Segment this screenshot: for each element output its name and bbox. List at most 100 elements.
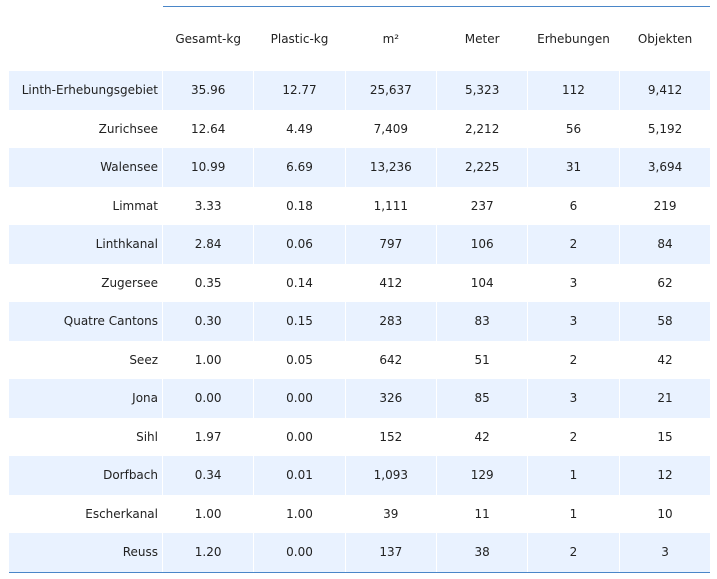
row-label: Zurichsee bbox=[8, 109, 163, 148]
column-header: Plastic-kg bbox=[253, 6, 346, 71]
table-cell: 0.34 bbox=[161, 456, 254, 495]
column-header: m² bbox=[344, 6, 437, 71]
table-cell: 12.64 bbox=[161, 109, 254, 148]
table-cell: 2,225 bbox=[435, 148, 528, 187]
column-header: Objekten bbox=[618, 6, 711, 71]
table-cell: 6 bbox=[527, 186, 620, 225]
table-cell: 42 bbox=[435, 417, 528, 456]
table-cell: 1,093 bbox=[344, 456, 437, 495]
survey-summary-table: Gesamt-kg Plastic-kg m² Meter Erhebungen Obje… bbox=[8, 6, 711, 573]
table-cell: 2 bbox=[527, 533, 620, 573]
table-cell: 3,694 bbox=[618, 148, 711, 187]
header-corner bbox=[8, 6, 163, 71]
table-cell: 642 bbox=[344, 340, 437, 379]
table-cell: 1.00 bbox=[253, 494, 346, 533]
table-cell: 3 bbox=[527, 379, 620, 418]
row-label: Dorfbach bbox=[8, 456, 163, 495]
table-cell: 1 bbox=[527, 494, 620, 533]
table-cell: 9,412 bbox=[618, 71, 711, 110]
table-cell: 13,236 bbox=[344, 148, 437, 187]
table-cell: 62 bbox=[618, 263, 711, 302]
table-row: Sihl 1.97 0.00 152 42 2 15 bbox=[8, 417, 711, 456]
table-cell: 38 bbox=[435, 533, 528, 573]
table-cell: 10 bbox=[618, 494, 711, 533]
table-row: Jona 0.00 0.00 326 85 3 21 bbox=[8, 379, 711, 418]
table-cell: 1.00 bbox=[161, 340, 254, 379]
table-cell: 0.00 bbox=[253, 417, 346, 456]
table-cell: 56 bbox=[527, 109, 620, 148]
table-row: Linth-Erhebungsgebiet 35.96 12.77 25,637 5,3… bbox=[8, 71, 711, 110]
table-cell: 283 bbox=[344, 302, 437, 341]
table-cell: 112 bbox=[527, 71, 620, 110]
table-cell: 39 bbox=[344, 494, 437, 533]
table-cell: 152 bbox=[344, 417, 437, 456]
table-cell: 0.14 bbox=[253, 263, 346, 302]
table-cell: 35.96 bbox=[161, 71, 254, 110]
table-cell: 84 bbox=[618, 225, 711, 264]
table-cell: 2 bbox=[527, 225, 620, 264]
table-row: Linthkanal 2.84 0.06 797 106 2 84 bbox=[8, 225, 711, 264]
table-cell: 0.00 bbox=[253, 533, 346, 573]
table-cell: 0.00 bbox=[161, 379, 254, 418]
row-label: Reuss bbox=[8, 533, 163, 573]
table-cell: 3 bbox=[527, 263, 620, 302]
table-body: Linth-Erhebungsgebiet 35.96 12.77 25,637 5,3… bbox=[8, 71, 711, 573]
table-cell: 21 bbox=[618, 379, 711, 418]
table-cell: 6.69 bbox=[253, 148, 346, 187]
row-label: Walensee bbox=[8, 148, 163, 187]
table-cell: 4.49 bbox=[253, 109, 346, 148]
table-cell: 412 bbox=[344, 263, 437, 302]
table-cell: 2 bbox=[527, 340, 620, 379]
table-cell: 797 bbox=[344, 225, 437, 264]
row-label: Linthkanal bbox=[8, 225, 163, 264]
table-cell: 58 bbox=[618, 302, 711, 341]
table-cell: 1,111 bbox=[344, 186, 437, 225]
table-cell: 0.18 bbox=[253, 186, 346, 225]
table-cell: 326 bbox=[344, 379, 437, 418]
table-cell: 137 bbox=[344, 533, 437, 573]
table-row: Walensee 10.99 6.69 13,236 2,225 31 3,694 bbox=[8, 148, 711, 187]
table-row: Escherkanal 1.00 1.00 39 11 1 10 bbox=[8, 494, 711, 533]
table-cell: 106 bbox=[435, 225, 528, 264]
table-cell: 0.15 bbox=[253, 302, 346, 341]
row-label: Escherkanal bbox=[8, 494, 163, 533]
table-row: Reuss 1.20 0.00 137 38 2 3 bbox=[8, 533, 711, 573]
table-row: Seez 1.00 0.05 642 51 2 42 bbox=[8, 340, 711, 379]
table-row: Dorfbach 0.34 0.01 1,093 129 1 12 bbox=[8, 456, 711, 495]
table-cell: 3.33 bbox=[161, 186, 254, 225]
table-cell: 12.77 bbox=[253, 71, 346, 110]
table-cell: 2 bbox=[527, 417, 620, 456]
table-cell: 237 bbox=[435, 186, 528, 225]
table-cell: 104 bbox=[435, 263, 528, 302]
table-cell: 0.01 bbox=[253, 456, 346, 495]
table-cell: 7,409 bbox=[344, 109, 437, 148]
table-cell: 5,192 bbox=[618, 109, 711, 148]
table-cell: 219 bbox=[618, 186, 711, 225]
table-cell: 83 bbox=[435, 302, 528, 341]
table-row: Zugersee 0.35 0.14 412 104 3 62 bbox=[8, 263, 711, 302]
column-header: Gesamt-kg bbox=[161, 6, 254, 71]
table-cell: 1 bbox=[527, 456, 620, 495]
table-cell: 1.00 bbox=[161, 494, 254, 533]
table-cell: 11 bbox=[435, 494, 528, 533]
row-label: Linth-Erhebungsgebiet bbox=[8, 71, 163, 110]
table-cell: 12 bbox=[618, 456, 711, 495]
table-cell: 85 bbox=[435, 379, 528, 418]
table-header: Gesamt-kg Plastic-kg m² Meter Erhebungen Obje… bbox=[8, 6, 711, 71]
row-label: Seez bbox=[8, 340, 163, 379]
table-cell: 0.00 bbox=[253, 379, 346, 418]
table-cell: 3 bbox=[527, 302, 620, 341]
table-cell: 5,323 bbox=[435, 71, 528, 110]
table-cell: 3 bbox=[618, 533, 711, 573]
table-row: Quatre Cantons 0.30 0.15 283 83 3 58 bbox=[8, 302, 711, 341]
table-cell: 1.97 bbox=[161, 417, 254, 456]
column-header: Erhebungen bbox=[527, 6, 620, 71]
table-cell: 0.35 bbox=[161, 263, 254, 302]
table-cell: 51 bbox=[435, 340, 528, 379]
table-cell: 10.99 bbox=[161, 148, 254, 187]
table-cell: 129 bbox=[435, 456, 528, 495]
column-header: Meter bbox=[435, 6, 528, 71]
row-label: Sihl bbox=[8, 417, 163, 456]
table-row: Limmat 3.33 0.18 1,111 237 6 219 bbox=[8, 186, 711, 225]
table-cell: 2.84 bbox=[161, 225, 254, 264]
